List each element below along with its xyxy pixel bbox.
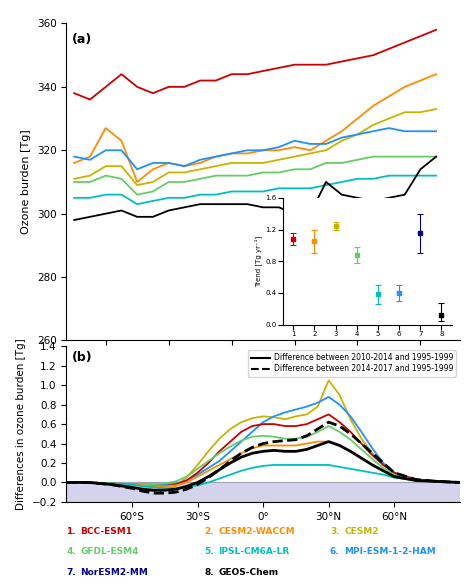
Text: (a): (a) (72, 33, 92, 46)
Text: NorESM2-MM: NorESM2-MM (81, 568, 148, 577)
Y-axis label: Differences in ozone burden [Tg]: Differences in ozone burden [Tg] (16, 338, 26, 510)
Text: 8.: 8. (204, 568, 214, 577)
Text: 5.: 5. (204, 547, 214, 556)
Y-axis label: Ozone burden [Tg]: Ozone burden [Tg] (21, 130, 31, 234)
Text: GEOS-Chem: GEOS-Chem (218, 568, 278, 577)
Text: 4.: 4. (66, 547, 76, 556)
Text: 6.: 6. (330, 547, 339, 556)
Bar (66, 483, 460, 502)
Text: 3.: 3. (330, 527, 339, 536)
Text: 2.: 2. (204, 527, 214, 536)
Text: IPSL-CM6A-LR: IPSL-CM6A-LR (218, 547, 290, 556)
Text: 1.: 1. (66, 527, 76, 536)
Legend: Difference between 2010-2014 and 1995-1999, Difference between 2014-2017 and 199: Difference between 2010-2014 and 1995-19… (247, 350, 456, 376)
Text: CESM2-WACCM: CESM2-WACCM (218, 527, 295, 536)
Text: CESM2: CESM2 (344, 527, 379, 536)
Text: BCC-ESM1: BCC-ESM1 (81, 527, 133, 536)
Y-axis label: Trend [Tg yr⁻¹]: Trend [Tg yr⁻¹] (255, 235, 263, 287)
Text: GFDL-ESM4: GFDL-ESM4 (81, 547, 139, 556)
Text: MPI-ESM-1-2-HAM: MPI-ESM-1-2-HAM (344, 547, 436, 556)
Text: 7.: 7. (66, 568, 76, 577)
Text: (b): (b) (72, 351, 93, 364)
